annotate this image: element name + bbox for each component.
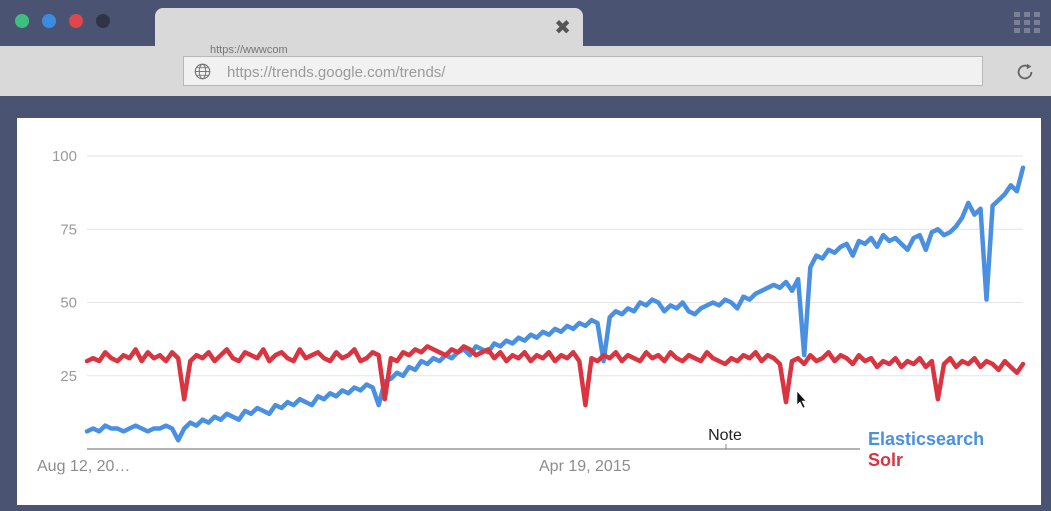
y-tick-label: 25 bbox=[60, 368, 77, 385]
legend-elasticsearch[interactable]: Elasticsearch bbox=[868, 429, 984, 449]
window-control-dark[interactable] bbox=[96, 14, 110, 28]
browser-tab[interactable]: ✖ bbox=[155, 8, 583, 48]
y-tick-label: 100 bbox=[52, 148, 77, 165]
reload-icon[interactable] bbox=[1014, 61, 1036, 83]
x-tick-label: Aug 12, 20… bbox=[37, 458, 130, 475]
apps-grid-icon[interactable] bbox=[1014, 12, 1040, 34]
close-icon[interactable]: ✖ bbox=[554, 18, 571, 38]
annotation-note[interactable]: Note bbox=[708, 427, 742, 444]
globe-icon bbox=[194, 63, 211, 80]
address-hint: https://wwwcom bbox=[210, 44, 288, 56]
url-text: https://trends.google.com/trends/ bbox=[227, 64, 445, 81]
trends-chart-panel: 100 75 50 25 Note Aug 12, 20… Apr 19, 2015 … bbox=[17, 118, 1041, 505]
address-bar[interactable]: https://trends.google.com/trends/ bbox=[183, 56, 983, 86]
y-tick-label: 50 bbox=[60, 295, 77, 312]
legend-solr[interactable]: Solr bbox=[868, 450, 903, 470]
window-control-blue[interactable] bbox=[42, 14, 56, 28]
window-control-green[interactable] bbox=[15, 14, 29, 28]
x-tick-label: Apr 19, 2015 bbox=[539, 458, 631, 475]
window-control-red[interactable] bbox=[69, 14, 83, 28]
mouse-cursor-icon bbox=[797, 391, 806, 408]
y-tick-label: 75 bbox=[60, 221, 77, 238]
series-line-elasticsearch[interactable] bbox=[87, 168, 1023, 441]
